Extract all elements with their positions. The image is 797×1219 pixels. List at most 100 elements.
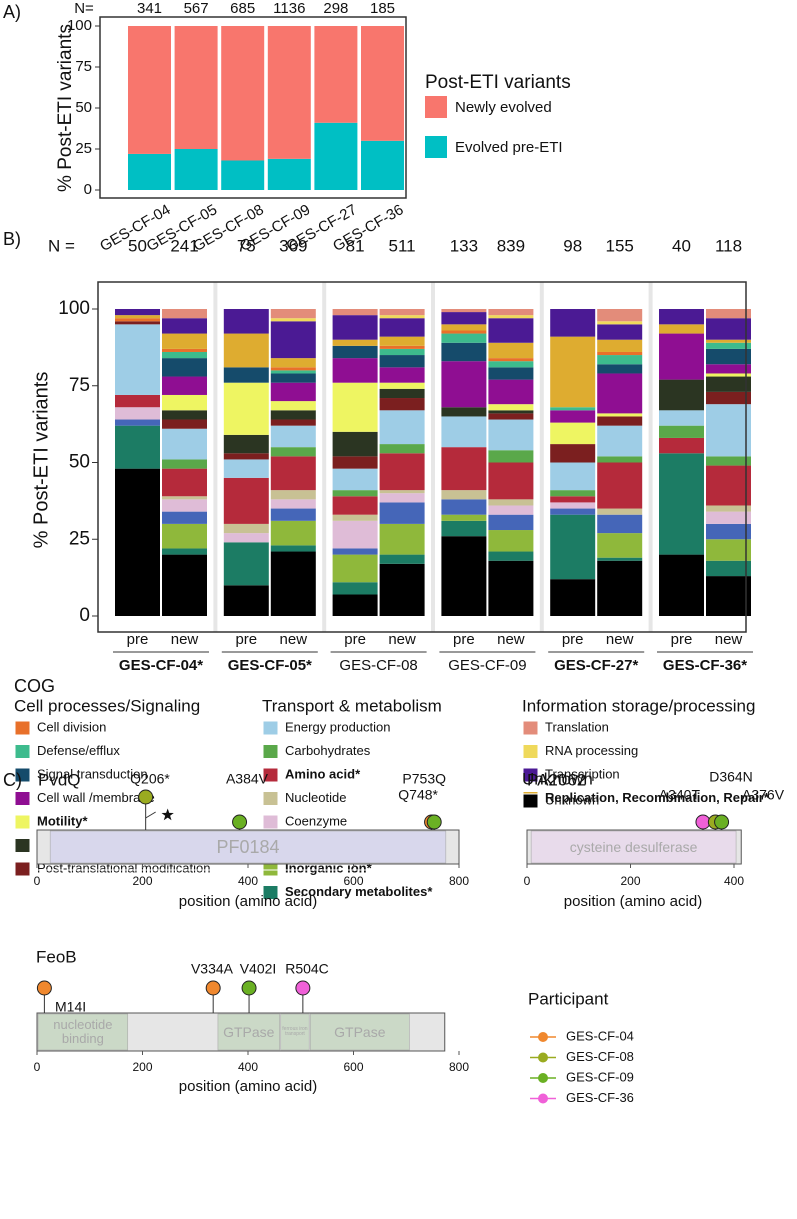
legend-heading: Information storage/processing — [522, 696, 755, 715]
mutation-label: Q206* — [130, 771, 170, 787]
bar-segment — [162, 410, 207, 420]
domain-label-box: GTPase — [334, 1024, 385, 1039]
bar-segment — [223, 477, 269, 524]
bar-segment — [267, 26, 311, 159]
bar-segment — [550, 422, 596, 445]
bar-segment — [270, 401, 316, 411]
bar-segment — [270, 410, 316, 420]
bar-segment — [597, 321, 643, 325]
n-label: 241 — [170, 236, 198, 255]
bar-segment — [488, 530, 534, 552]
domain-label: nucleotide binding — [53, 1017, 113, 1046]
bar-segment — [270, 321, 316, 359]
bar-segment — [162, 496, 207, 500]
n-label: 839 — [497, 236, 525, 255]
bar-segment — [332, 554, 378, 583]
mutation-label: M14I — [55, 999, 86, 1015]
bar-segment — [379, 382, 425, 389]
y-tick-label: 50 — [69, 452, 90, 473]
legend-marker — [538, 1073, 548, 1083]
bar-segment — [597, 413, 643, 417]
bar-segment — [223, 367, 269, 383]
n-label: 1136 — [273, 0, 305, 17]
bar-segment — [379, 309, 425, 316]
bar-segment — [441, 416, 487, 448]
x-tick-label: pre — [453, 631, 475, 648]
bar-segment — [115, 407, 160, 420]
bar-segment — [550, 496, 596, 503]
bar-segment — [162, 548, 207, 555]
bar-segment — [488, 450, 534, 463]
n-label: 341 — [137, 0, 162, 17]
bar-segment — [223, 333, 269, 368]
bar-segment — [162, 309, 207, 319]
bar-segment — [659, 425, 704, 438]
bar-segment — [314, 26, 358, 123]
bar-segment — [659, 410, 704, 426]
bar-segment — [550, 502, 596, 509]
bar-segment — [332, 490, 378, 497]
bar-segment — [115, 318, 160, 322]
bar-segment — [379, 336, 425, 346]
bar-segment — [597, 456, 643, 463]
mutation-marker — [695, 814, 711, 830]
bar-segment — [379, 345, 425, 349]
bar-segment — [162, 554, 207, 616]
bar-segment — [379, 410, 425, 445]
bar-segment — [441, 499, 487, 515]
x-tick-label: 0 — [34, 1060, 41, 1074]
x-tick-label: 800 — [449, 1060, 469, 1074]
bar-segment — [223, 523, 269, 534]
y-tick-label: 0 — [84, 181, 92, 198]
domain-label: cysteine desulferase — [569, 838, 698, 855]
bar-segment — [332, 468, 378, 491]
x-tick-label: new — [497, 631, 525, 648]
x-tick-label: 400 — [238, 1060, 258, 1074]
bar-segment — [488, 419, 534, 451]
bar-segment — [706, 511, 751, 524]
bar-segment — [270, 520, 316, 546]
y-tick-label: 100 — [58, 298, 90, 319]
bar-segment — [659, 309, 704, 325]
bar-segment — [223, 434, 269, 454]
mutation-label: A384V — [226, 771, 269, 787]
bar-segment — [659, 453, 704, 555]
bar-segment — [267, 158, 311, 190]
legend-label: Translation — [545, 719, 609, 734]
bar-segment — [441, 330, 487, 334]
legend-swatch — [262, 744, 279, 759]
bar-segment — [706, 364, 751, 374]
legend-label: Nucleotide — [285, 790, 346, 805]
bar-segment — [379, 502, 425, 524]
bar-segment — [488, 505, 534, 515]
n-label: 511 — [389, 236, 416, 255]
mutation-marker — [36, 980, 52, 996]
bar-segment — [488, 462, 534, 500]
bar-segment — [597, 339, 643, 352]
bar-segment — [332, 382, 378, 432]
bar-segment — [270, 490, 316, 500]
y-tick-label: 25 — [69, 528, 90, 549]
bar-segment — [488, 342, 534, 359]
bar-segment — [550, 490, 596, 497]
bar-segment — [115, 468, 160, 616]
bar-segment — [223, 309, 269, 334]
bar-segment — [162, 376, 207, 395]
bar-segment — [332, 548, 378, 555]
x-axis-label: position (amino acid) — [564, 893, 702, 910]
bar-segment — [270, 419, 316, 426]
legend-label: Replication, Recombination, Repair* — [545, 790, 770, 805]
bar-segment — [128, 153, 171, 190]
bar-segment — [550, 514, 596, 580]
mutation-label: R504C — [285, 961, 329, 977]
x-tick-label: 0 — [34, 874, 41, 888]
bar-segment — [659, 324, 704, 334]
bar-segment — [270, 367, 316, 371]
domain-label: ferrous iron transport — [282, 1025, 308, 1037]
bar-segment — [441, 324, 487, 331]
bar-segment — [550, 508, 596, 515]
legend-swatch — [425, 136, 447, 158]
bar-segment — [115, 425, 160, 469]
bar-segment — [488, 410, 534, 414]
bar-segment — [488, 560, 534, 616]
